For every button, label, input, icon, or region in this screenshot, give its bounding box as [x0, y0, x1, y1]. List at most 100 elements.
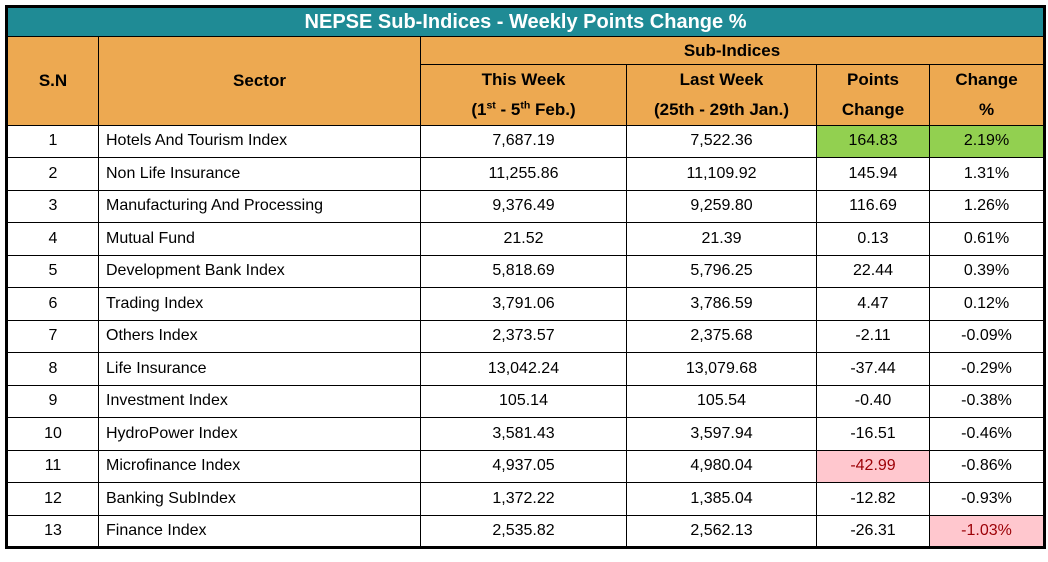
- header-sub-row: This Week (1st - 5th Feb.) Last Week (25…: [7, 64, 1046, 126]
- col-header-last-week: Last Week (25th - 29th Jan.): [626, 64, 817, 126]
- col-header-change-pct: Change %: [928, 64, 1046, 126]
- col-header-sector: Sector: [98, 36, 421, 126]
- cell-last-week: 7,522.36: [626, 124, 817, 158]
- table-row: 13 Finance Index 2,535.82 2,562.13 -26.3…: [6, 514, 1046, 548]
- cell-change-pct: 1.26%: [928, 189, 1046, 223]
- cell-change-pct: 2.19%: [928, 124, 1046, 158]
- cell-points-change: 164.83: [816, 124, 930, 158]
- cell-points-change: -12.82: [816, 482, 930, 516]
- cell-this-week: 4,937.05: [420, 449, 627, 483]
- cell-last-week: 3,786.59: [626, 287, 817, 321]
- cell-last-week: 21.39: [626, 222, 817, 256]
- cell-this-week: 13,042.24: [420, 352, 627, 386]
- title-row: NEPSE Sub-Indices - Weekly Points Change…: [5, 6, 1046, 37]
- nepse-subindices-table: NEPSE Sub-Indices - Weekly Points Change…: [5, 5, 1047, 549]
- cell-this-week: 3,581.43: [420, 417, 627, 451]
- cell-sector: Trading Index: [98, 287, 421, 321]
- table-row: 8 Life Insurance 13,042.24 13,079.68 -37…: [6, 352, 1046, 386]
- cell-sector: Development Bank Index: [98, 254, 421, 288]
- cell-sector: Microfinance Index: [98, 449, 421, 483]
- col-header-points-change: Points Change: [816, 64, 930, 126]
- cell-sn: 9: [6, 384, 99, 418]
- table-row: 2 Non Life Insurance 11,255.86 11,109.92…: [6, 157, 1046, 191]
- cell-points-change: -0.40: [816, 384, 930, 418]
- cell-sn: 12: [6, 482, 99, 516]
- cell-last-week: 1,385.04: [626, 482, 817, 516]
- table-row: 4 Mutual Fund 21.52 21.39 0.13 0.61%: [6, 222, 1046, 256]
- last-week-dates: (25th - 29th Jan.): [653, 99, 790, 119]
- col-header-sn: S.N: [6, 36, 99, 126]
- cell-this-week: 21.52: [420, 222, 627, 256]
- cell-this-week: 5,818.69: [420, 254, 627, 288]
- table-row: 9 Investment Index 105.14 105.54 -0.40 -…: [6, 384, 1046, 418]
- cell-change-pct: -0.93%: [928, 482, 1046, 516]
- cell-last-week: 13,079.68: [626, 352, 817, 386]
- cell-sn: 4: [6, 222, 99, 256]
- cell-change-pct: -0.46%: [928, 417, 1046, 451]
- cell-change-pct: -0.38%: [928, 384, 1046, 418]
- cell-this-week: 2,373.57: [420, 319, 627, 353]
- cell-sector: Life Insurance: [98, 352, 421, 386]
- cell-sn: 2: [6, 157, 99, 191]
- cell-sector: Manufacturing And Processing: [98, 189, 421, 223]
- last-week-label: Last Week: [679, 70, 764, 89]
- cell-last-week: 105.54: [626, 384, 817, 418]
- cell-points-change: 22.44: [816, 254, 930, 288]
- cell-sector: HydroPower Index: [98, 417, 421, 451]
- nepse-subindices-table-wrap: NEPSE Sub-Indices - Weekly Points Change…: [5, 5, 1047, 549]
- cell-points-change: 4.47: [816, 287, 930, 321]
- cell-sector: Mutual Fund: [98, 222, 421, 256]
- cell-change-pct: 0.39%: [928, 254, 1046, 288]
- cell-change-pct: -0.09%: [928, 319, 1046, 353]
- cell-change-pct: -0.86%: [928, 449, 1046, 483]
- cell-this-week: 2,535.82: [420, 514, 627, 548]
- table-row: 3 Manufacturing And Processing 9,376.49 …: [6, 189, 1046, 223]
- cell-sn: 6: [6, 287, 99, 321]
- table-row: 5 Development Bank Index 5,818.69 5,796.…: [6, 254, 1046, 288]
- cell-last-week: 2,375.68: [626, 319, 817, 353]
- cell-sn: 3: [6, 189, 99, 223]
- cell-points-change: 145.94: [816, 157, 930, 191]
- cell-sector: Finance Index: [98, 514, 421, 548]
- table-title: NEPSE Sub-Indices - Weekly Points Change…: [5, 6, 1046, 37]
- cell-points-change: -2.11: [816, 319, 930, 353]
- table-row: 11 Microfinance Index 4,937.05 4,980.04 …: [6, 449, 1046, 483]
- cell-this-week: 1,372.22: [420, 482, 627, 516]
- cell-last-week: 2,562.13: [626, 514, 817, 548]
- cell-change-pct: 0.12%: [928, 287, 1046, 321]
- cell-sector: Investment Index: [98, 384, 421, 418]
- cell-sector: Hotels And Tourism Index: [98, 124, 421, 158]
- cell-change-pct: 0.61%: [928, 222, 1046, 256]
- cell-last-week: 3,597.94: [626, 417, 817, 451]
- cell-sn: 5: [6, 254, 99, 288]
- col-header-this-week: This Week (1st - 5th Feb.): [420, 64, 627, 126]
- header-group-row: S.N Sector Sub-Indices: [6, 36, 1046, 126]
- cell-last-week: 11,109.92: [626, 157, 817, 191]
- cell-sn: 13: [6, 514, 99, 548]
- cell-sector: Banking SubIndex: [98, 482, 421, 516]
- cell-this-week: 9,376.49: [420, 189, 627, 223]
- cell-points-change: 0.13: [816, 222, 930, 256]
- this-week-dates: (1st - 5th Feb.): [471, 99, 576, 119]
- cell-last-week: 4,980.04: [626, 449, 817, 483]
- cell-this-week: 105.14: [420, 384, 627, 418]
- table-row: 1 Hotels And Tourism Index 7,687.19 7,52…: [6, 124, 1046, 158]
- cell-points-change: 116.69: [816, 189, 930, 223]
- table-row: 6 Trading Index 3,791.06 3,786.59 4.47 0…: [6, 287, 1046, 321]
- table-row: 10 HydroPower Index 3,581.43 3,597.94 -1…: [6, 417, 1046, 451]
- col-header-group-subindices: Sub-Indices: [419, 36, 1046, 65]
- cell-points-change: -26.31: [816, 514, 930, 548]
- this-week-label: This Week: [481, 70, 566, 89]
- cell-last-week: 9,259.80: [626, 189, 817, 223]
- cell-sn: 11: [6, 449, 99, 483]
- cell-change-pct: -1.03%: [928, 514, 1046, 548]
- cell-points-change: -16.51: [816, 417, 930, 451]
- cell-last-week: 5,796.25: [626, 254, 817, 288]
- cell-this-week: 11,255.86: [420, 157, 627, 191]
- cell-points-change: -42.99: [816, 449, 930, 483]
- cell-sn: 8: [6, 352, 99, 386]
- table-row: 12 Banking SubIndex 1,372.22 1,385.04 -1…: [6, 482, 1046, 516]
- cell-sector: Non Life Insurance: [98, 157, 421, 191]
- cell-points-change: -37.44: [816, 352, 930, 386]
- cell-sn: 10: [6, 417, 99, 451]
